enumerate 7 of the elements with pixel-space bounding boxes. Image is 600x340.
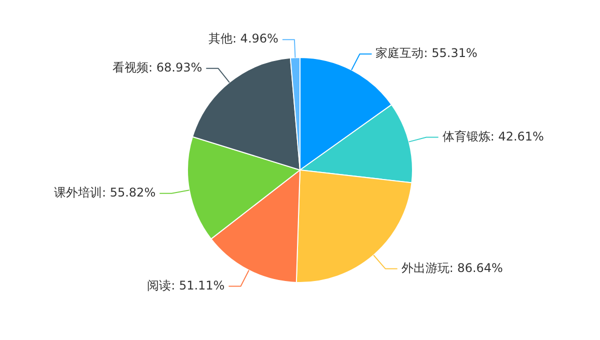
slice-label: 课外培训: 55.82% bbox=[54, 185, 156, 200]
slice-label: 看视频: 68.93% bbox=[112, 60, 202, 74]
slice-label: 其他: 4.96% bbox=[208, 32, 278, 46]
slice-label: 阅读: 51.11% bbox=[147, 278, 225, 292]
slice-label: 外出游玩: 86.64% bbox=[401, 260, 503, 275]
slice-label: 体育锻炼: 42.61% bbox=[442, 129, 544, 144]
slice-label: 家庭互动: 55.31% bbox=[376, 46, 478, 60]
